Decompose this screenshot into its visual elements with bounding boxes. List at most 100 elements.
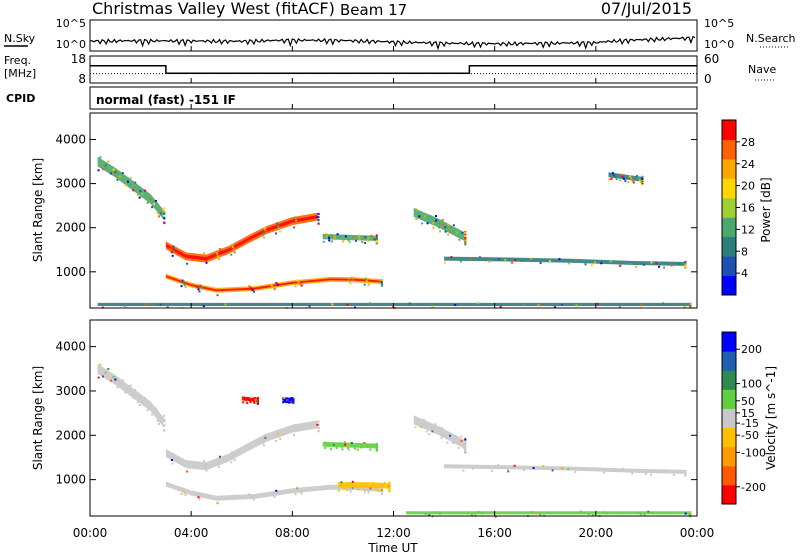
scatter-pixel <box>689 510 692 513</box>
scatter-pixel <box>233 251 236 254</box>
scatter-pixel <box>141 193 144 196</box>
scatter-pixel <box>107 160 110 163</box>
scatter-pixel <box>149 198 152 201</box>
scatter-pixel <box>181 279 184 282</box>
scatter-pixel <box>116 386 119 389</box>
scatter-pixel <box>127 388 129 390</box>
scatter-pixel <box>369 302 372 305</box>
scatter-pixel <box>198 290 201 293</box>
y-tick-label: 2000 <box>55 221 86 235</box>
scatter-pixel <box>587 513 590 515</box>
scatter-pixel <box>378 483 381 486</box>
scatter-pixel <box>477 302 479 305</box>
scatter-pixel <box>232 456 235 459</box>
scatter-pixel <box>567 468 570 471</box>
scatter-pixel <box>295 219 298 222</box>
scatter-pixel <box>357 443 360 446</box>
scatter-pixel <box>365 487 368 490</box>
scatter-pixel <box>651 511 653 514</box>
scatter-pixel <box>441 219 444 221</box>
scatter-pixel <box>104 371 107 374</box>
scatter-pixel <box>520 259 523 262</box>
scatter-pixel <box>286 399 289 402</box>
scatter-pixel <box>117 379 120 382</box>
scatter-pixel <box>375 237 378 240</box>
scatter-pixel <box>375 488 378 491</box>
scatter-pixel <box>561 304 564 306</box>
scatter-pixel <box>678 262 681 265</box>
scatter-pixel <box>288 397 291 400</box>
colorbar-segment <box>722 370 736 390</box>
scatter-pixel <box>263 226 266 229</box>
scatter-pixel <box>218 465 220 468</box>
scatter-pixel <box>348 449 350 451</box>
scatter-pixel <box>639 513 642 516</box>
scatter-pixel <box>331 234 333 237</box>
scatter-pixel <box>300 492 303 495</box>
scatter-pixel <box>364 277 367 280</box>
scatter-pixel <box>380 281 383 284</box>
scatter-pixel <box>132 189 135 192</box>
scatter-pixel <box>248 285 251 288</box>
scatter-pixel <box>444 226 447 229</box>
scatter-pixel <box>203 463 206 466</box>
scatter-pixel <box>158 423 160 425</box>
scatter-pixel <box>372 444 375 447</box>
scatter-pixel <box>144 189 146 192</box>
scatter-pixel <box>388 489 391 492</box>
freq-tick-top: 18 <box>71 52 86 66</box>
scatter-pixel <box>514 259 517 261</box>
scatter-pixel <box>684 265 687 268</box>
scatter-pixel <box>186 470 189 473</box>
scatter-pixel <box>428 423 431 426</box>
scatter-pixel <box>425 430 428 433</box>
scatter-pixel <box>200 286 203 289</box>
scatter-pixel <box>251 288 254 291</box>
band-core <box>165 215 318 261</box>
scatter-pixel <box>170 455 173 458</box>
scatter-pixel <box>99 363 102 366</box>
scatter-pixel <box>288 399 291 401</box>
colorbar-segment <box>722 275 736 296</box>
scatter-pixel <box>680 471 683 474</box>
time-axis: 00:00 04:00 08:00 12:00 16:00 20:00 00:00 <box>73 46 714 540</box>
scatter-pixel <box>446 441 449 444</box>
scatter-pixel <box>203 460 206 463</box>
scatter-pixel <box>447 233 450 236</box>
scatter-pixel <box>431 430 434 433</box>
colorbar-segment <box>722 351 736 371</box>
scatter-pixel <box>443 434 446 437</box>
scatter-pixel <box>608 178 611 181</box>
scatter-pixel <box>332 443 335 446</box>
scatter-pixel <box>454 304 457 306</box>
scatter-pixel <box>423 215 426 218</box>
scatter-pixel <box>249 401 252 404</box>
scatter-pixel <box>454 435 457 438</box>
scatter-pixel <box>360 446 363 449</box>
scatter-pixel <box>97 169 100 172</box>
scatter-pixel <box>325 233 328 236</box>
scatter-pixel <box>270 492 273 495</box>
scatter-pixel <box>415 208 418 211</box>
y-tick-label: 1000 <box>55 265 86 279</box>
colorbar-segment <box>722 256 736 277</box>
power-colorbar: 4 8 12 16 20 24 28 <box>721 119 755 296</box>
colorbar-tick-label: 100 <box>741 378 762 391</box>
scatter-pixel <box>154 407 157 410</box>
scatter-pixel <box>272 494 275 497</box>
colorbar-tick-label: -15 <box>741 417 759 430</box>
scatter-pixel <box>356 448 359 451</box>
scatter-pixel <box>350 442 353 444</box>
scatter-pixel <box>450 231 453 234</box>
y-tick-label: 3000 <box>55 177 86 191</box>
scatter-pixel <box>119 175 121 178</box>
scatter-pixel <box>141 400 144 403</box>
scatter-pixel <box>561 467 564 470</box>
scatter-pixel <box>112 168 115 171</box>
scatter-pixel <box>252 398 255 401</box>
scatter-pixel <box>197 288 200 291</box>
scatter-pixel <box>574 471 577 473</box>
noise-right-label: N.Search <box>746 32 796 45</box>
scatter-pixel <box>375 486 377 488</box>
scatter-pixel <box>632 181 635 184</box>
